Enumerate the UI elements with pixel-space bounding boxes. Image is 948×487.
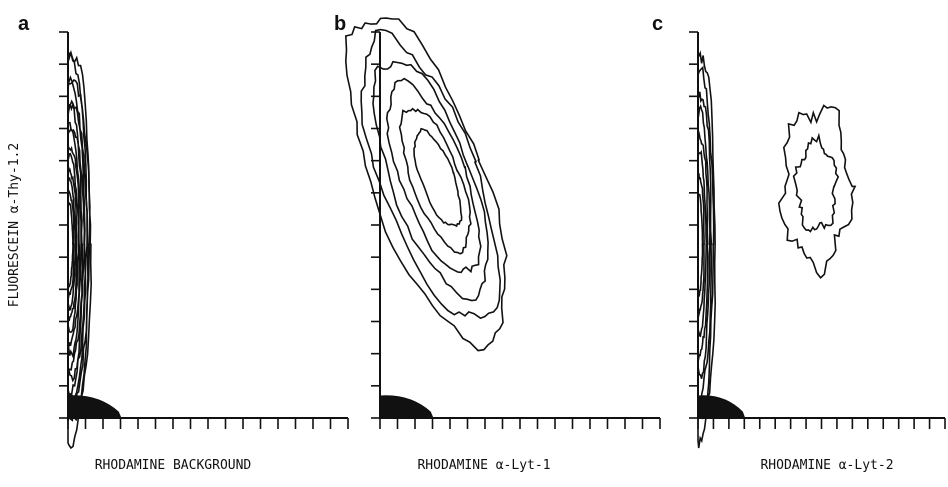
contour-line [398,107,472,255]
x-axis-label: RHODAMINE α-Lyt-1 [417,458,550,473]
contour-line [67,201,74,288]
panel-a: a RHODAMINE BACKGROUND FLUORESCEIN α-Thy-1… [7,13,349,473]
panel-c: c RHODAMINE α-Lyt-2 [652,13,946,473]
contour-line [777,104,857,279]
x-axis-label: RHODAMINE α-Lyt-2 [760,458,893,473]
contour-line [385,77,482,274]
contour-line [413,127,463,228]
contour-line [372,60,489,302]
contour-line [792,132,840,233]
baseline-cluster [697,395,746,419]
contour-line [360,28,502,320]
panel-b: b RHODAMINE α-Lyt-1 [334,13,661,473]
y-axis-label: FLUORESCEIN α-Thy-1.2 [7,143,22,307]
baseline-cluster [379,395,434,419]
contour-line [697,193,704,298]
panel-letter: b [334,13,346,35]
x-axis-label: RHODAMINE BACKGROUND [95,458,252,473]
panel-letter: c [652,13,663,35]
panel-letter: a [18,13,30,35]
contour-line [344,17,508,352]
